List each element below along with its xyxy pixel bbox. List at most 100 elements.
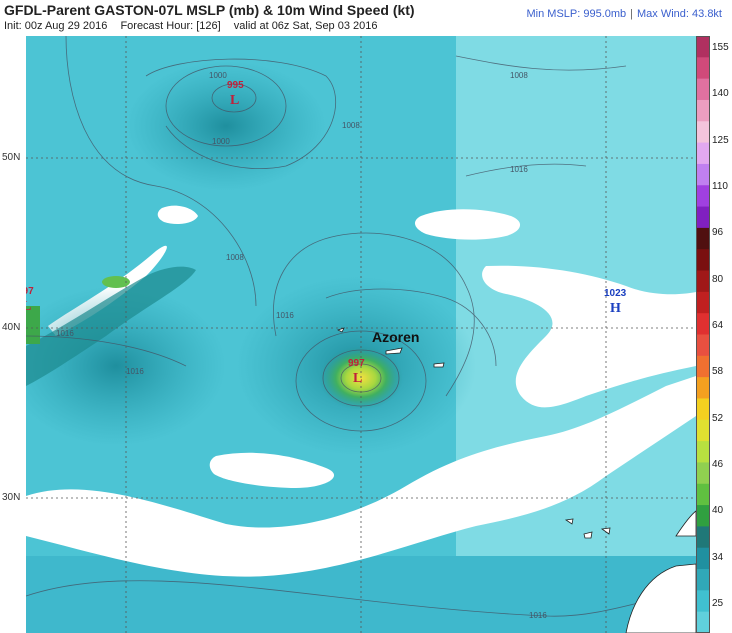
colorbar-label: 34 bbox=[712, 551, 724, 563]
calm-area-east bbox=[482, 265, 696, 408]
colorbar-segment bbox=[696, 163, 710, 186]
colorbar-label: 58 bbox=[712, 366, 724, 378]
calm-area-west bbox=[157, 205, 198, 224]
colorbar-segment bbox=[696, 121, 710, 144]
colorbar-segment bbox=[696, 547, 710, 570]
colorbar-segment bbox=[696, 398, 710, 421]
colorbar-segment bbox=[696, 206, 710, 229]
isobar-1008-nw bbox=[145, 58, 337, 169]
colorbar-segment bbox=[696, 334, 710, 357]
low-pressure-west: 997 L bbox=[26, 286, 34, 314]
colorbar-segment bbox=[696, 227, 710, 250]
low-pressure-symbol: L bbox=[26, 299, 31, 314]
colorbar-segment bbox=[696, 483, 710, 506]
africa-coast bbox=[625, 563, 696, 633]
colorbar-segment bbox=[696, 313, 710, 335]
isobar-1016-south bbox=[26, 580, 667, 617]
isobar-1016-east bbox=[465, 163, 587, 177]
low-pressure-value: 997 bbox=[26, 286, 34, 297]
place-label-azoren: Azoren bbox=[372, 329, 419, 345]
isobar-1016-arc bbox=[65, 36, 257, 307]
colorbar-label: 140 bbox=[712, 88, 729, 100]
isobar-label-1016-west: 1016 bbox=[56, 329, 74, 338]
isobar-label-1008-w: 1008 bbox=[226, 253, 244, 262]
wind-green-edge bbox=[26, 306, 40, 344]
colorbar-segment bbox=[696, 57, 710, 80]
colorbar-label: 96 bbox=[712, 227, 724, 239]
colorbar-label: 110 bbox=[712, 181, 728, 192]
canary-island-2 bbox=[583, 531, 593, 539]
low-pressure-symbol: L bbox=[230, 93, 239, 108]
land-coastline bbox=[336, 327, 696, 633]
high-pressure-symbol: H bbox=[610, 301, 621, 316]
colorbar-segment bbox=[696, 78, 710, 101]
colorbar-segment bbox=[696, 249, 710, 272]
isobar-label-1000-north: 1000 bbox=[209, 71, 227, 80]
isobar-low-nw-mid bbox=[165, 65, 287, 147]
colorbar-segment bbox=[696, 526, 710, 549]
colorbar-label: 25 bbox=[712, 598, 724, 609]
low-pressure-value: 995 bbox=[227, 80, 244, 91]
calm-area-southern-band bbox=[26, 376, 696, 577]
colorbar-segment bbox=[696, 291, 710, 314]
colorbar-segment bbox=[696, 462, 710, 485]
isobar-1008-center bbox=[273, 232, 475, 397]
colorbar-label: 40 bbox=[712, 505, 724, 517]
isobar-1016-center bbox=[325, 288, 497, 367]
low-pressure-symbol: L bbox=[353, 371, 362, 386]
storm-stats: Min MSLP: 995.0mb | Max Wind: 43.8kt bbox=[526, 8, 723, 20]
isobar-label-1016-south: 1016 bbox=[529, 611, 547, 620]
azores-island-2 bbox=[385, 347, 403, 355]
colorbar-segment bbox=[696, 377, 710, 399]
min-mslp: Min MSLP: 995.0mb bbox=[526, 8, 627, 20]
lat-label-30n: 30N bbox=[2, 492, 21, 503]
azores-island-1 bbox=[336, 327, 345, 333]
colorbar-segment bbox=[696, 36, 710, 58]
colorbar-label: 64 bbox=[712, 320, 724, 331]
colorbar-segment bbox=[696, 142, 710, 165]
lat-label-50n: 50N bbox=[2, 152, 21, 163]
colorbar-segment bbox=[696, 505, 710, 527]
ocean-south bbox=[26, 556, 696, 633]
colorbar-segment bbox=[696, 590, 710, 613]
wind-speed-colorbar bbox=[696, 36, 710, 633]
colorbar-segment bbox=[696, 185, 710, 208]
forecast-hour: Forecast Hour: [126] bbox=[120, 20, 221, 32]
colorbar-label: 155 bbox=[712, 42, 729, 53]
isobar-label-1000-south: 1000 bbox=[212, 137, 230, 146]
colorbar-label: 46 bbox=[712, 459, 724, 470]
calm-area-north bbox=[414, 209, 521, 240]
map-subtitle: Init: 00z Aug 29 2016 Forecast Hour: [12… bbox=[4, 20, 388, 32]
canary-island-3 bbox=[600, 527, 611, 535]
isobar-label-1008-ne: 1008 bbox=[510, 71, 528, 80]
low-pressure-nw: 995 L bbox=[227, 80, 244, 108]
map-title: GFDL-Parent GASTON-07L MSLP (mb) & 10m W… bbox=[4, 2, 415, 18]
colorbar-segment bbox=[696, 419, 710, 442]
isobar-label-1008-nw: 1008 bbox=[342, 121, 360, 130]
low-pressure-value: 997 bbox=[348, 358, 365, 369]
colorbar-label: 80 bbox=[712, 273, 724, 285]
wind-band-sw bbox=[26, 266, 196, 386]
colorbar-segment bbox=[696, 355, 710, 378]
high-pressure-value: 1023 bbox=[604, 288, 627, 299]
isobar-label-1016-center: 1016 bbox=[276, 311, 294, 320]
max-wind: Max Wind: 43.8kt bbox=[637, 8, 722, 20]
lat-label-40n: 40N bbox=[2, 322, 21, 333]
colorbar-label: 125 bbox=[712, 134, 729, 146]
isobar-label-1016-ne: 1016 bbox=[510, 165, 528, 174]
colorbar-segment bbox=[696, 441, 710, 463]
valid-time: valid at 06z Sat, Sep 03 2016 bbox=[233, 20, 378, 32]
iberia-tip bbox=[675, 510, 696, 537]
wind-speed-map: 1000 1000 1008 1008 1008 1016 1016 1016 … bbox=[26, 36, 696, 633]
colorbar-segment bbox=[696, 611, 710, 633]
isobar-low-nw-inner bbox=[211, 83, 257, 113]
colorbar-label: 52 bbox=[712, 412, 724, 424]
wind-dark-nw bbox=[126, 61, 326, 191]
isobar-1008-east bbox=[455, 55, 627, 71]
wind-green-sw bbox=[102, 276, 130, 288]
calm-area-mid bbox=[209, 452, 335, 488]
colorbar-segment bbox=[696, 99, 710, 122]
high-pressure-east: 1023 H bbox=[604, 288, 627, 316]
isobar-label-1016-sw: 1016 bbox=[126, 367, 144, 376]
colorbar-segment bbox=[696, 569, 710, 591]
